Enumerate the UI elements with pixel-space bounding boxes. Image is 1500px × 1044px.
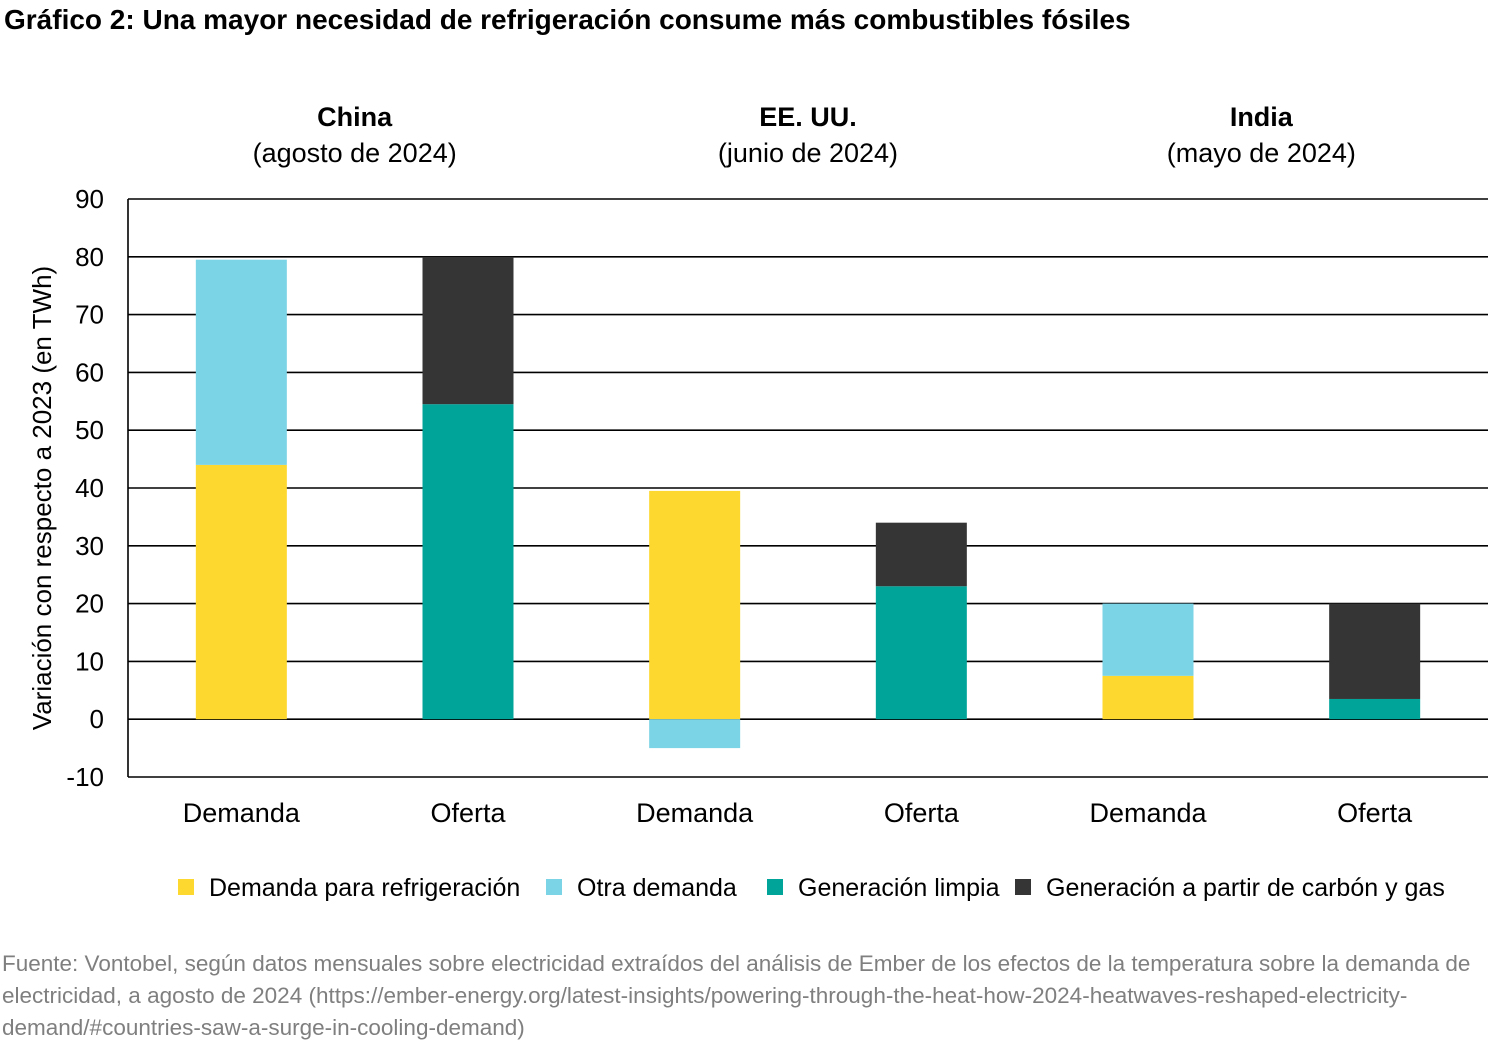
y-tick-label: 20 <box>75 589 104 619</box>
group-name: China <box>317 102 393 132</box>
labels: 90 80 70 60 50 40 30 20 10 0 -10 Demanda Oferta Deman… <box>27 102 1413 828</box>
bar-segment <box>422 256 514 405</box>
bar-segment <box>649 719 741 749</box>
group-period: (mayo de 2024) <box>1167 138 1356 168</box>
y-tick-label: -10 <box>66 762 104 792</box>
x-category-label: Demanda <box>183 798 301 828</box>
grid-lines <box>128 198 1488 778</box>
y-tick-label: 0 <box>90 704 104 734</box>
legend-label: Generación limpia <box>798 874 1000 902</box>
y-tick-label: 10 <box>75 646 104 676</box>
legend-swatch <box>1015 879 1031 895</box>
stacked-bar-chart: 90 80 70 60 50 40 30 20 10 0 -10 Demanda Oferta Deman… <box>27 102 1488 902</box>
bar-segment <box>422 404 514 720</box>
legend: Demanda para refrigeración Otra demanda Ge… <box>178 874 1445 902</box>
legend-label: Demanda para refrigeración <box>209 874 520 902</box>
bar-segment <box>1329 698 1421 720</box>
x-category-label: Oferta <box>430 798 506 828</box>
bar-segment <box>649 490 741 720</box>
x-category-label: Oferta <box>1337 798 1413 828</box>
bars <box>195 256 1421 749</box>
bar-segment <box>1102 675 1194 720</box>
legend-label: Otra demanda <box>577 874 737 902</box>
axes <box>127 199 129 777</box>
bar-segment <box>195 464 287 720</box>
y-tick-label: 60 <box>75 357 104 387</box>
chart-title: Gráfico 2: Una mayor necesidad de refrig… <box>4 4 1131 35</box>
group-name: EE. UU. <box>759 102 857 132</box>
group-period: (junio de 2024) <box>718 138 898 168</box>
legend-swatch <box>546 879 562 895</box>
y-tick-label: 50 <box>75 415 104 445</box>
source-note: Fuente: Vontobel, según datos mensuales … <box>2 951 1471 1040</box>
bar-segment <box>195 259 287 465</box>
x-category-label: Demanda <box>1089 798 1207 828</box>
y-tick-label: 90 <box>75 184 104 214</box>
y-tick-label: 30 <box>75 531 104 561</box>
bar-segment <box>875 522 967 587</box>
y-tick-label: 70 <box>75 300 104 330</box>
group-name: India <box>1230 102 1294 132</box>
y-axis-label: Variación con respecto a 2023 (en TWh) <box>27 266 57 730</box>
group-period: (agosto de 2024) <box>253 138 457 168</box>
bar-segment <box>1102 603 1194 676</box>
bar-segment <box>1329 603 1421 699</box>
bar-segment <box>875 586 967 720</box>
x-category-label: Oferta <box>884 798 960 828</box>
y-tick-label: 80 <box>75 242 104 272</box>
x-category-label: Demanda <box>636 798 754 828</box>
legend-swatch <box>178 879 194 895</box>
legend-label: Generación a partir de carbón y gas <box>1046 874 1445 902</box>
legend-swatch <box>767 879 783 895</box>
y-tick-label: 40 <box>75 473 104 503</box>
